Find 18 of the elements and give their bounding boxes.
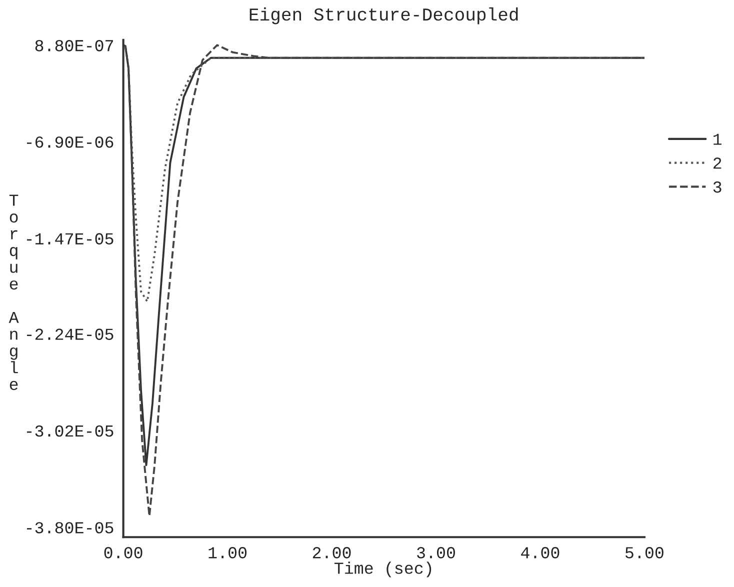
- y-tick-label: -1.47E-05: [26, 233, 114, 244]
- x-tick-label: 4.00: [521, 547, 560, 558]
- x-tick-label: 1.00: [208, 547, 247, 558]
- y-tick-label: -3.02E-05: [26, 425, 114, 437]
- y-tick-label: -2.24E-05: [26, 328, 114, 340]
- legend-label: 1: [714, 134, 722, 145]
- chart-title: Eigen Structure-Decoupled: [250, 7, 518, 24]
- legend-label: 3: [713, 181, 722, 193]
- x-tick-label: 3.00: [417, 547, 455, 558]
- x-tick-label: 0.00: [104, 547, 142, 558]
- y-tick-label: -6.90E-06: [26, 136, 114, 148]
- text: Torque Angle: [8, 194, 19, 390]
- x-tick-label: 5.00: [625, 547, 664, 558]
- legend-label: 2: [714, 158, 722, 169]
- y-tick-label: 8.80E-07: [35, 40, 113, 52]
- x-tick-label: 2.00: [312, 547, 351, 558]
- y-tick-label: -3.80E-05: [26, 522, 114, 534]
- x-axis-title: Time (sec): [334, 562, 432, 578]
